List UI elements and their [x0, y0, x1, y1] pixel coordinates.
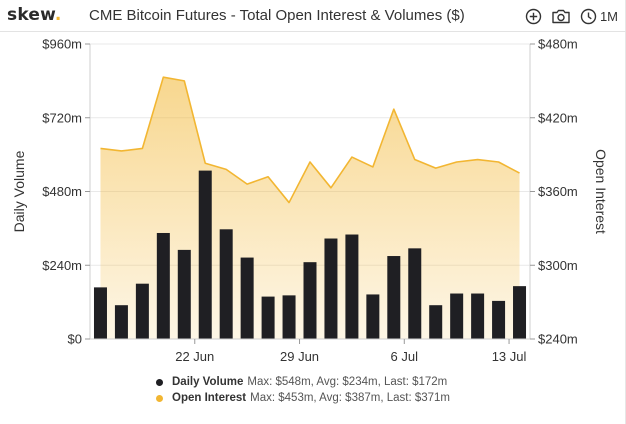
chart-legend: Daily Volume Max: $548m, Avg: $234m, Las… — [150, 374, 450, 406]
right-axis-tick-label: $240m — [538, 332, 578, 347]
daily-volume-bar[interactable] — [177, 249, 191, 339]
daily-volume-bar[interactable] — [282, 295, 296, 339]
clock-icon — [580, 8, 597, 25]
daily-volume-bar[interactable] — [156, 232, 170, 339]
legend-marker-open-interest — [156, 394, 163, 402]
x-axis-tick-label: 6 Jul — [391, 349, 419, 364]
left-axis-title: Daily Volume — [11, 150, 27, 232]
daily-volume-bar[interactable] — [219, 229, 233, 339]
x-axis-tick-label: 22 Jun — [175, 349, 214, 364]
x-axis-tick-label: 13 Jul — [492, 349, 527, 364]
daily-volume-bar[interactable] — [513, 286, 527, 339]
right-axis-tick-label: $480m — [538, 37, 578, 52]
legend-stats-daily-volume: Max: $548m, Avg: $234m, Last: $172m — [247, 376, 448, 388]
chart-header: skew. CME Bitcoin Futures - Total Open I… — [0, 0, 626, 32]
daily-volume-bar[interactable] — [135, 283, 149, 339]
daily-volume-bar[interactable] — [366, 294, 380, 339]
legend-label-daily-volume: Daily Volume — [172, 376, 244, 388]
left-axis-tick-label: $960m — [42, 37, 82, 52]
camera-icon[interactable] — [551, 6, 571, 26]
daily-volume-bars — [93, 170, 527, 339]
daily-volume-bar[interactable] — [492, 300, 506, 339]
time-range-label: 1M — [599, 8, 618, 24]
chart-title: CME Bitcoin Futures - Total Open Interes… — [89, 7, 465, 24]
right-axis-tick-label: $420m — [538, 110, 578, 125]
daily-volume-bar[interactable] — [408, 248, 422, 339]
time-range-button[interactable]: 1M — [580, 6, 618, 26]
logo-dot: . — [54, 5, 62, 25]
left-axis-tick-label: $0 — [68, 332, 82, 347]
daily-volume-bar[interactable] — [450, 293, 464, 339]
daily-volume-bar[interactable] — [471, 293, 485, 339]
daily-volume-bar[interactable] — [429, 305, 443, 339]
daily-volume-bar[interactable] — [345, 234, 359, 339]
daily-volume-bar[interactable] — [93, 287, 107, 339]
daily-volume-bar[interactable] — [303, 262, 317, 339]
legend-marker-daily-volume — [156, 378, 163, 386]
logo-text: skew — [7, 5, 55, 25]
legend-label-open-interest: Open Interest — [172, 392, 247, 404]
daily-volume-bar[interactable] — [261, 296, 275, 339]
left-axis-tick-label: $720m — [42, 110, 82, 125]
daily-volume-bar[interactable] — [198, 170, 212, 339]
right-axis-title: Open Interest — [593, 149, 609, 234]
axes: $0 $240m $480m $720m $960m $240m $300m $360m $42… — [11, 37, 609, 365]
legend-stats-open-interest: Max: $453m, Avg: $387m, Last: $371m — [250, 392, 451, 404]
daily-volume-bar[interactable] — [240, 257, 254, 339]
left-axis-tick-label: $240m — [42, 258, 82, 273]
daily-volume-bar[interactable] — [114, 305, 128, 339]
chart-plot: $0 $240m $480m $720m $960m $240m $300m $360m $42… — [11, 37, 609, 365]
x-axis-tick-label: 29 Jun — [280, 349, 319, 364]
right-axis-tick-label: $300m — [538, 258, 578, 273]
chart-toolbar: 1M — [525, 5, 618, 27]
daily-volume-bar[interactable] — [324, 238, 338, 339]
right-axis-tick-label: $360m — [538, 184, 578, 199]
add-icon[interactable] — [525, 6, 542, 26]
left-axis-tick-label: $480m — [42, 184, 82, 199]
legend-item-daily-volume[interactable]: Daily Volume Max: $548m, Avg: $234m, Las… — [150, 374, 450, 390]
daily-volume-bar[interactable] — [387, 256, 401, 339]
legend-item-open-interest[interactable]: Open Interest Max: $453m, Avg: $387m, La… — [150, 390, 450, 406]
skew-logo[interactable]: skew. — [7, 5, 62, 25]
